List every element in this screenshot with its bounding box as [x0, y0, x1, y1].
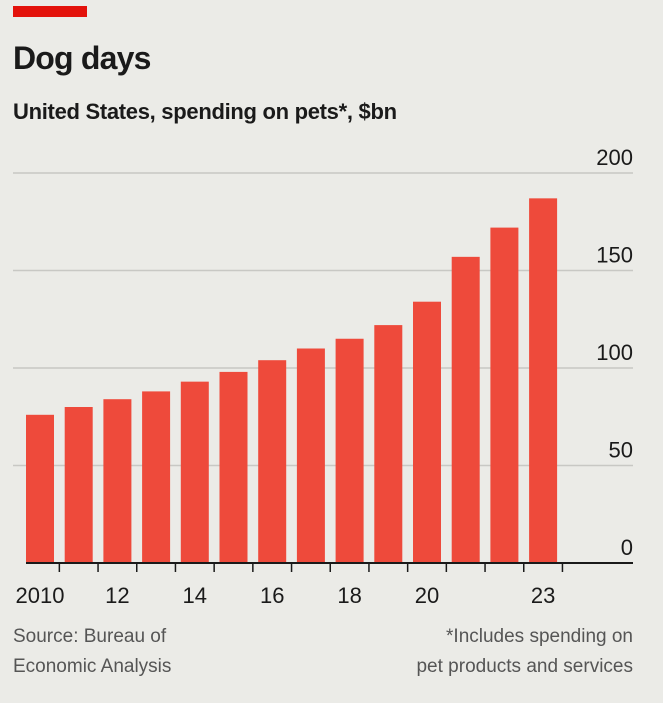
footnote: *Includes spending on pet products and s… [416, 622, 633, 682]
footnote-line-1: *Includes spending on [446, 626, 633, 647]
y-tick-label: 100 [596, 340, 633, 365]
y-tick-label: 200 [596, 145, 633, 170]
bar [529, 198, 558, 563]
y-tick-label: 150 [596, 243, 633, 268]
source-note: Source: Bureau of Economic Analysis [13, 622, 171, 682]
x-tick-label: 2010 [16, 583, 65, 608]
bar [451, 256, 480, 563]
bar [64, 407, 93, 563]
bar [296, 348, 325, 563]
bar [413, 301, 441, 563]
bar [258, 360, 287, 563]
chart-title: Dog days [13, 40, 151, 76]
source-line-2: Economic Analysis [13, 656, 172, 677]
x-tick-label: 14 [183, 583, 207, 608]
y-tick-label: 50 [609, 438, 633, 463]
bar [180, 381, 209, 563]
bar [219, 371, 248, 563]
bar [142, 391, 171, 563]
accent-bar [13, 6, 87, 17]
x-tick-label: 18 [337, 583, 361, 608]
bar [374, 325, 403, 563]
bar [26, 414, 54, 563]
bar [103, 399, 132, 563]
y-tick-label: 0 [621, 535, 633, 560]
x-tick-label: 12 [105, 583, 129, 608]
bar [335, 338, 364, 563]
x-tick-label: 16 [260, 583, 284, 608]
chart-subtitle: United States, spending on pets*, $bn [13, 99, 397, 124]
footnote-line-2: pet products and services [416, 656, 633, 677]
x-tick-label: 20 [415, 583, 439, 608]
bar [490, 227, 519, 563]
x-tick-label: 23 [531, 583, 555, 608]
source-line-1: Source: Bureau of [13, 626, 167, 647]
